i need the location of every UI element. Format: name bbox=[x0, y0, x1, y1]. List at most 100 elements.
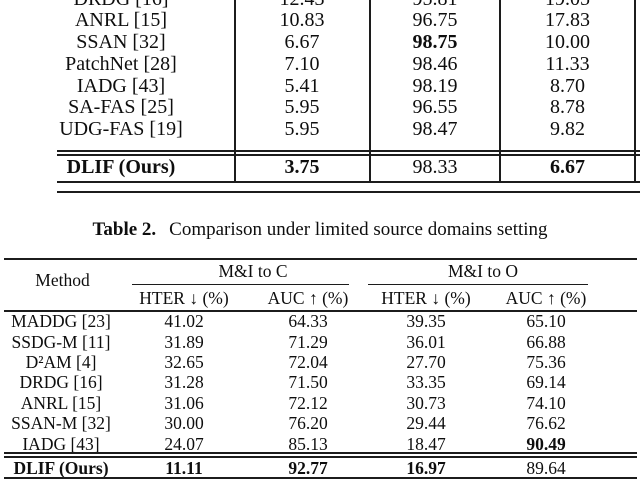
group-header-mi-to-c: M&I to C bbox=[218, 261, 288, 281]
double-rule-bottom-line bbox=[57, 154, 640, 156]
table-row-ours: DLIF (Ours) 11.11 92.77 16.97 89.64 bbox=[0, 458, 640, 478]
cmidrule bbox=[132, 283, 349, 285]
hter-cell-best: 11.11 bbox=[165, 458, 203, 478]
hter-cell-best: 3.75 bbox=[284, 156, 320, 178]
table-row: MADDG [23] 41.02 64.33 39.35 65.10 bbox=[0, 311, 640, 331]
method-cell: IADG [43] bbox=[22, 433, 100, 454]
auc-cell-best: 90.49 bbox=[526, 433, 566, 454]
method-cell-ours: DLIF (Ours) bbox=[66, 156, 176, 178]
auc-cell: 69.14 bbox=[526, 372, 566, 392]
hter-cell: 31.28 bbox=[164, 372, 204, 392]
auc-cell: 98.46 bbox=[412, 53, 458, 75]
table-row: IADG [43] 24.07 85.13 18.47 90.49 bbox=[0, 434, 640, 454]
table-row-ours: DLIF (Ours) 3.75 98.33 6.67 bbox=[0, 156, 640, 178]
auc-cell-best: 92.77 bbox=[288, 458, 328, 478]
method-cell: DRDG [16] bbox=[8, 0, 234, 10]
auc-column-header: AUC ↑ (%) bbox=[505, 288, 587, 308]
header-rule bbox=[4, 310, 637, 312]
table-row: DRDG [16] 31.28 71.50 33.35 69.14 bbox=[0, 372, 640, 392]
auc-column-header: AUC ↑ (%) bbox=[267, 288, 349, 308]
hter-cell: 5.95 bbox=[284, 96, 320, 118]
caption-label: Table 2. bbox=[92, 219, 157, 240]
hter-cell: 10.00 bbox=[545, 31, 590, 53]
hter-cell: 36.01 bbox=[406, 331, 446, 352]
t1-column-separator bbox=[499, 0, 501, 181]
hter-cell: 9.82 bbox=[550, 118, 585, 140]
hter-cell: 7.10 bbox=[284, 53, 320, 75]
hter-cell: 6.67 bbox=[284, 31, 320, 53]
table-row-partial: DRDG [16] 12.43 95.81 19.05 bbox=[0, 0, 640, 10]
method-cell: SSAN [32] bbox=[76, 31, 166, 53]
hter-cell: 8.78 bbox=[550, 96, 585, 118]
t1-column-separator bbox=[634, 0, 636, 181]
auc-cell: 72.04 bbox=[288, 352, 328, 372]
auc-cell: 76.20 bbox=[288, 413, 328, 433]
hter-cell-best: 6.67 bbox=[550, 156, 585, 178]
hter-cell: 11.33 bbox=[545, 53, 590, 75]
method-cell: ANRL [15] bbox=[74, 9, 168, 31]
hter-cell: 30.00 bbox=[164, 413, 204, 433]
method-cell: PatchNet [28] bbox=[65, 53, 177, 75]
bottom-rule-line bbox=[57, 181, 640, 183]
table-row: ANRL [15] 31.06 72.12 30.73 74.10 bbox=[0, 393, 640, 413]
table-row: ANRL [15] 10.83 96.75 17.83 bbox=[0, 9, 640, 31]
hter-cell: 39.35 bbox=[406, 311, 446, 331]
method-cell-ours: DLIF (Ours) bbox=[13, 458, 109, 478]
hter-cell: 18.47 bbox=[406, 433, 446, 454]
method-cell: UDG-FAS [19] bbox=[59, 118, 183, 140]
hter-cell: 10.83 bbox=[279, 9, 325, 31]
t1-column-separator bbox=[234, 0, 236, 181]
auc-cell: 65.10 bbox=[526, 311, 566, 331]
hter-cell: 29.44 bbox=[406, 413, 446, 433]
method-cell: D²AM [4] bbox=[25, 352, 97, 372]
hter-cell: 17.83 bbox=[545, 9, 590, 31]
hter-cell: 27.70 bbox=[406, 352, 446, 372]
hter-cell: 32.65 bbox=[164, 352, 204, 372]
hter-cell: 19.05 bbox=[502, 0, 633, 10]
auc-cell: 98.33 bbox=[412, 156, 458, 178]
table-2-limited-source-domains: Method M&I to C M&I to O HTER ↓ (%) AUC … bbox=[0, 250, 640, 481]
auc-cell: 75.36 bbox=[526, 352, 566, 372]
method-cell: SA-FAS [25] bbox=[68, 96, 174, 118]
method-cell: MADDG [23] bbox=[11, 311, 111, 331]
auc-cell-second-best: 89.64 bbox=[526, 458, 566, 478]
method-cell: SSAN-M [32] bbox=[11, 413, 111, 433]
hter-cell: 5.41 bbox=[284, 75, 320, 97]
auc-cell: 76.62 bbox=[526, 413, 566, 433]
table-row: UDG-FAS [19] 5.95 98.47 9.82 bbox=[0, 118, 640, 140]
method-header: Method bbox=[35, 270, 90, 290]
table-row: D²AM [4] 32.65 72.04 27.70 75.36 bbox=[0, 352, 640, 372]
cmidrule bbox=[368, 283, 588, 285]
hter-cell: 12.43 bbox=[236, 0, 368, 10]
auc-cell: 98.47 bbox=[412, 118, 458, 140]
auc-cell: 74.10 bbox=[526, 393, 566, 413]
auc-cell: 71.50 bbox=[288, 372, 328, 392]
hter-column-header: HTER ↓ (%) bbox=[139, 288, 229, 308]
hter-cell: 33.35 bbox=[406, 372, 446, 392]
hter-cell: 41.02 bbox=[164, 311, 204, 331]
method-cell: DRDG [16] bbox=[19, 372, 103, 392]
auc-cell: 95.81 bbox=[372, 0, 498, 10]
hter-cell: 30.73 bbox=[406, 393, 446, 413]
auc-cell: 85.13 bbox=[288, 433, 328, 454]
auc-cell: 98.19 bbox=[412, 75, 458, 97]
table-row: IADG [43] 5.41 98.19 8.70 bbox=[0, 75, 640, 97]
auc-cell: 96.55 bbox=[412, 96, 458, 118]
auc-cell: 72.12 bbox=[288, 393, 328, 413]
auc-cell: 71.29 bbox=[288, 331, 328, 352]
double-rule-top-line bbox=[4, 452, 637, 454]
caption-text: Comparison under limited source domains … bbox=[169, 219, 548, 240]
hter-cell: 31.06 bbox=[164, 393, 204, 413]
subheader-row: HTER ↓ (%) AUC ↑ (%) HTER ↓ (%) AUC ↑ (%… bbox=[0, 288, 640, 308]
table-row: SSAN-M [32] 30.00 76.20 29.44 76.62 bbox=[0, 413, 640, 433]
auc-cell: 66.88 bbox=[526, 331, 566, 352]
method-cell: IADG [43] bbox=[76, 75, 166, 97]
bottom-rule bbox=[4, 476, 637, 479]
auc-cell: 96.75 bbox=[412, 9, 458, 31]
method-cell: ANRL [15] bbox=[20, 393, 102, 413]
hter-cell: 8.70 bbox=[550, 75, 585, 97]
group-header-mi-to-o: M&I to O bbox=[448, 261, 518, 281]
table-row: SA-FAS [25] 5.95 96.55 8.78 bbox=[0, 96, 640, 118]
table-row: SSDG-M [11] 31.89 71.29 36.01 66.88 bbox=[0, 332, 640, 352]
